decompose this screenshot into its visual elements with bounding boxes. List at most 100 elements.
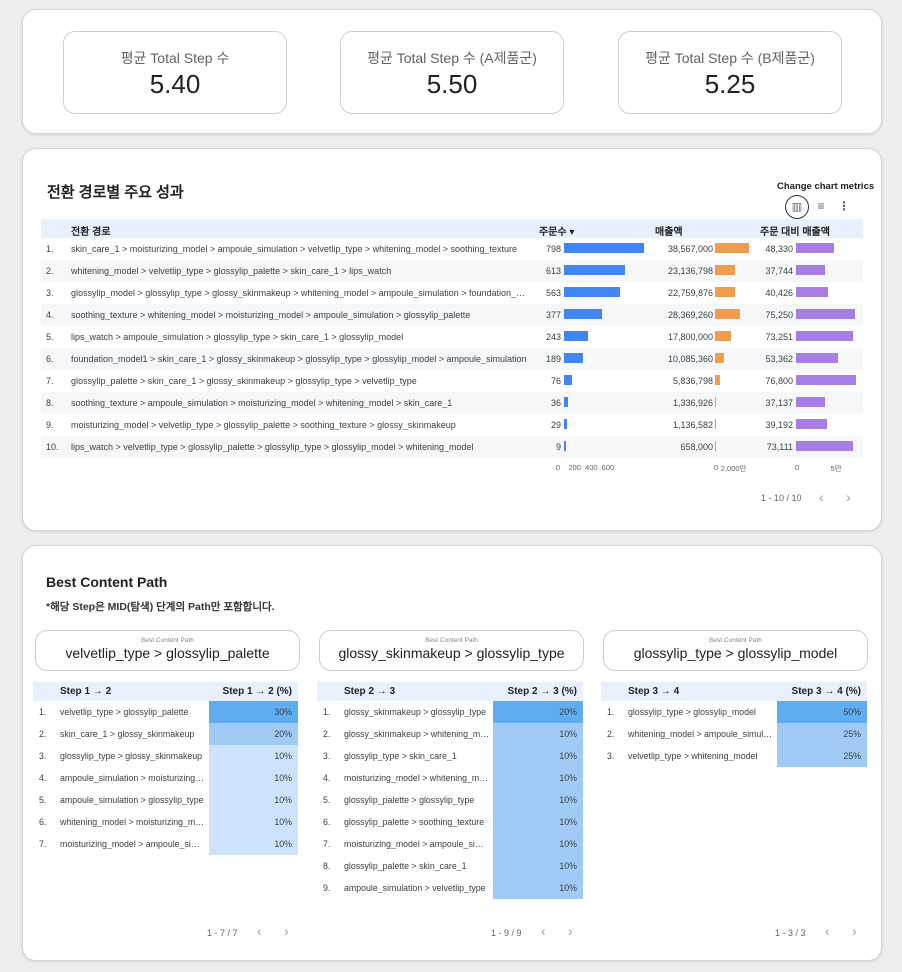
row-pct-cell: 10% [493, 833, 583, 855]
chart-axis: 0 200 400 600 0 2,000만 0 5만 [41, 458, 863, 474]
table-row[interactable]: 7. moisturizing_model > ampoule_simulatio… [317, 833, 583, 855]
table-row[interactable]: 1. glossylip_type > glossylip_model 50% [601, 701, 867, 723]
table-header: Step 2 → 3 Step 2 → 3 (%) [317, 682, 583, 701]
chevron-right-icon[interactable]: › [846, 489, 851, 505]
section-note: *해당 Step은 MID(탐색) 단계의 Path만 포함합니다. [46, 601, 275, 613]
table-row[interactable]: 6. whitening_model > moisturizing_model 10… [33, 811, 298, 833]
kpi-avg-total-step: 평균 Total Step 수 5.40 [63, 31, 287, 114]
chevron-right-icon[interactable]: › [284, 923, 289, 939]
best-path-caption: Best Content Path [141, 637, 194, 644]
table-row[interactable]: 2. whitening_model > ampoule_simulation 25… [601, 723, 867, 745]
row-path: moisturizing_model > whitening_model [344, 773, 490, 783]
best-content-path-card: Best Content Path *해당 Step은 MID(탐색) 단계의 … [22, 545, 882, 961]
header-step[interactable]: Step 2 → 3 [344, 686, 396, 697]
axis-tick-label: 2,000만 [720, 464, 747, 473]
header-revenue[interactable]: 매출액 [655, 227, 683, 238]
table-header: Step 1 → 2 Step 1 → 2 (%) [33, 682, 298, 701]
row-path: foundation_model1 > skin_care_1 > glossy… [71, 354, 527, 364]
table-row[interactable]: 6. glossylip_palette > soothing_texture 10… [317, 811, 583, 833]
table-row[interactable]: 10. lips_watch > velvetlip_type > glossyl… [41, 436, 863, 458]
row-index: 3. [607, 751, 615, 761]
row-path: glossylip_type > skin_care_1 [344, 751, 457, 761]
step-table: Step 2 → 3 Step 2 → 3 (%) 1. glossy_skinmak… [317, 682, 583, 899]
header-step-pct[interactable]: Step 1 → 2 (%) [222, 686, 292, 697]
chevron-left-icon[interactable]: ‹ [819, 489, 824, 505]
chevron-left-icon[interactable]: ‹ [541, 923, 546, 939]
orders-bar [564, 265, 626, 275]
row-pct-cell: 10% [493, 811, 583, 833]
table-row[interactable]: 3. glossylip_model > glossylip_type > glo… [41, 282, 863, 304]
kpi-card: 평균 Total Step 수 5.40 평균 Total Step 수 (A제… [22, 9, 882, 134]
header-orders-sort[interactable]: 주문수 ▾ [539, 227, 575, 238]
chart-metrics-icon[interactable]: ▥ [785, 195, 809, 219]
row-revenue: 5,836,798 [672, 376, 713, 386]
table-row[interactable]: 8. soothing_texture > ampoule_simulation … [41, 392, 863, 414]
table-row[interactable]: 9. ampoule_simulation > velvetlip_type 10% [317, 877, 583, 899]
row-orders: 798 [545, 244, 561, 254]
row-orders: 9 [555, 442, 561, 452]
orders-bar [564, 397, 568, 407]
revenue-bar [715, 243, 749, 253]
row-index: 6. [323, 817, 331, 827]
table-row[interactable]: 9. moisturizing_model > velvetlip_type > … [41, 414, 863, 436]
table-row[interactable]: 7. glossylip_palette > skin_care_1 > glos… [41, 370, 863, 392]
row-pct-cell: 10% [209, 767, 298, 789]
row-pct-cell: 20% [209, 723, 298, 745]
table-body: 1. skin_care_1 > moisturizing_model > amp… [41, 238, 863, 458]
table-row[interactable]: 2. whitening_model > velvetlip_type > glo… [41, 260, 863, 282]
chevron-left-icon[interactable]: ‹ [257, 923, 262, 939]
row-orders: 76 [550, 376, 561, 386]
header-step-pct[interactable]: Step 3 → 4 (%) [791, 686, 861, 697]
table-row[interactable]: 2. skin_care_1 > glossy_skinmakeup 20% [33, 723, 298, 745]
pagination-label: 1 - 3 / 3 [775, 928, 806, 938]
table-row[interactable]: 8. glossylip_palette > skin_care_1 10% [317, 855, 583, 877]
pagination-label: 1 - 10 / 10 [761, 493, 802, 503]
table-row[interactable]: 3. glossylip_type > skin_care_1 10% [317, 745, 583, 767]
row-index: 7. [46, 376, 54, 386]
table-row[interactable]: 4. moisturizing_model > whitening_model 10… [317, 767, 583, 789]
table-row[interactable]: 1. velvetlip_type > glossylip_palette 30% [33, 701, 298, 723]
orders-bar [564, 441, 566, 451]
row-index: 1. [46, 244, 54, 254]
row-index: 6. [39, 817, 47, 827]
revenue-per-order-bar [796, 287, 828, 297]
row-path: whitening_model > velvetlip_type > gloss… [71, 266, 392, 276]
chevron-right-icon[interactable]: › [852, 923, 857, 939]
header-step-pct[interactable]: Step 2 → 3 (%) [507, 686, 577, 697]
revenue-per-order-bar [796, 397, 825, 407]
row-path: glossylip_type > glossy_skinmakeup [60, 751, 203, 761]
row-index: 2. [46, 266, 54, 276]
header-step[interactable]: Step 3 → 4 [628, 686, 680, 697]
row-pct-cell: 10% [493, 855, 583, 877]
revenue-bar [715, 331, 731, 341]
table-row[interactable]: 5. glossylip_palette > glossylip_type 10% [317, 789, 583, 811]
table-row[interactable]: 3. velvetlip_type > whitening_model 25% [601, 745, 867, 767]
chevron-left-icon[interactable]: ‹ [825, 923, 830, 939]
revenue-per-order-bar [796, 265, 826, 275]
header-step[interactable]: Step 1 → 2 [60, 686, 112, 697]
chevron-right-icon[interactable]: › [568, 923, 573, 939]
table-row[interactable]: 3. glossylip_type > glossy_skinmakeup 10% [33, 745, 298, 767]
table-row[interactable]: 4. soothing_texture > whitening_model > m… [41, 304, 863, 326]
row-path: glossylip_palette > soothing_texture [344, 817, 485, 827]
header-revenue-per-order[interactable]: 주문 대비 매출액 [760, 227, 830, 238]
table-row[interactable]: 7. moisturizing_model > ampoule_simulatio… [33, 833, 298, 855]
orders-bar [564, 331, 589, 341]
table-row[interactable]: 5. lips_watch > ampoule_simulation > glos… [41, 326, 863, 348]
filter-icon[interactable]: ≡ [817, 199, 825, 213]
axis-tick-label: 200 [568, 463, 581, 472]
row-index: 3. [46, 288, 54, 298]
table-row[interactable]: 2. glossy_skinmakeup > whitening_model 10% [317, 723, 583, 745]
row-index: 2. [323, 729, 331, 739]
axis-tick-label: 600 [601, 463, 615, 472]
table-row[interactable]: 1. glossy_skinmakeup > glossylip_type 20% [317, 701, 583, 723]
row-revenue: 10,085,360 [667, 354, 713, 364]
row-revenue-per-order: 37,137 [765, 398, 793, 408]
table-row[interactable]: 6. foundation_model1 > skin_care_1 > glos… [41, 348, 863, 370]
step-table: Step 1 → 2 Step 1 → 2 (%) 1. velvetlip_type… [33, 682, 298, 855]
table-row[interactable]: 4. ampoule_simulation > moisturizing_mode… [33, 767, 298, 789]
kpi-value: 5.40 [149, 69, 201, 99]
table-row[interactable]: 5. ampoule_simulation > glossylip_type 10% [33, 789, 298, 811]
table-row[interactable]: 1. skin_care_1 > moisturizing_model > amp… [41, 238, 863, 260]
more-vert-icon[interactable]: ⋮ [838, 199, 850, 213]
